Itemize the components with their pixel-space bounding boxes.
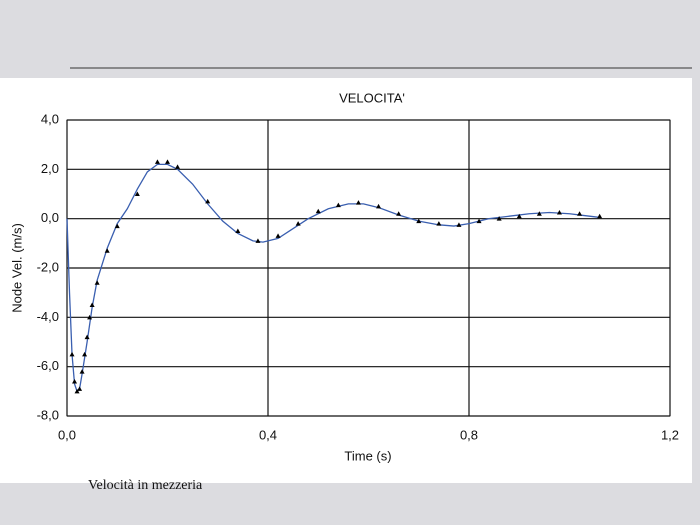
y-tick-label: -8,0	[37, 407, 59, 422]
y-tick-label: 4,0	[41, 111, 59, 126]
marker	[315, 208, 321, 214]
marker	[114, 223, 120, 229]
marker	[355, 200, 361, 205]
marker	[72, 378, 78, 384]
y-tick-label: -2,0	[37, 259, 59, 274]
y-tick-label: 2,0	[41, 161, 59, 176]
marker	[74, 388, 80, 394]
marker	[416, 218, 422, 224]
marker	[436, 221, 442, 226]
marker	[77, 386, 83, 391]
marker	[69, 351, 75, 357]
marker	[205, 198, 211, 204]
marker	[235, 228, 241, 233]
marker	[456, 222, 462, 227]
y-tick-label: -6,0	[37, 358, 59, 373]
x-tick-label: 1,2	[661, 427, 679, 442]
marker	[255, 238, 261, 243]
marker	[89, 302, 95, 307]
marker	[94, 280, 100, 285]
marker	[154, 159, 160, 164]
marker	[82, 351, 88, 357]
marker	[597, 213, 603, 219]
marker	[87, 314, 93, 320]
y-axis-label: Node Vel. (m/s)	[9, 223, 24, 313]
caption: Velocità in mezzeria	[88, 478, 203, 493]
marker	[79, 369, 85, 374]
marker	[275, 233, 281, 238]
x-axis-label: Time (s)	[344, 448, 391, 463]
line	[66, 163, 600, 393]
marker	[335, 202, 341, 208]
y-tick-label: 0,0	[41, 210, 59, 225]
marker	[175, 164, 181, 169]
chart-panel	[0, 78, 692, 483]
marker	[165, 159, 170, 164]
marker	[556, 210, 562, 215]
x-tick-label: 0,0	[58, 427, 76, 442]
marker	[295, 221, 301, 226]
x-tick-label: 0,8	[460, 427, 478, 442]
marker	[496, 216, 502, 221]
marker	[84, 334, 90, 340]
chart-title: VELOCITA'	[339, 90, 405, 105]
marker	[134, 191, 140, 196]
marker	[376, 203, 382, 209]
x-tick-label: 0,4	[259, 427, 277, 442]
marker	[516, 213, 522, 219]
marker	[476, 218, 482, 224]
marker	[536, 211, 542, 216]
y-tick-label: -4,0	[37, 309, 59, 324]
marker	[577, 211, 583, 216]
marker	[396, 211, 402, 216]
marker	[104, 248, 110, 253]
